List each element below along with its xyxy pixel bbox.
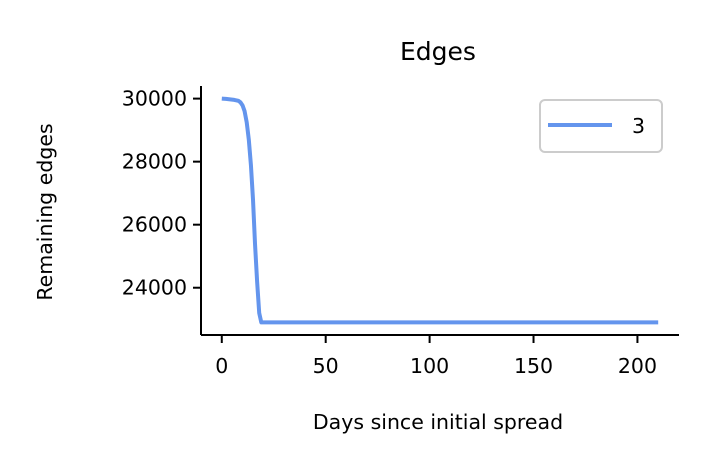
x-tick-label-1: 50 [313,354,339,378]
y-tick-label-2: 28000 [122,150,187,174]
axes [200,86,679,336]
y-tick-label-1: 26000 [122,213,187,237]
legend-label: 3 [632,114,645,138]
series-layer [221,96,659,325]
x-tick-label-0: 0 [215,354,228,378]
series-line-3 [221,96,659,325]
chart-title: Edges [400,37,476,66]
ticks: 0 50 100 150 200 24000 26000 28000 30000 [122,87,657,378]
y-axis-label: Remaining edges [33,123,57,300]
x-tick-label-2: 100 [410,354,449,378]
x-axis-label: Days since initial spread [313,410,563,434]
x-tick-label-3: 150 [514,354,553,378]
y-tick-label-3: 30000 [122,87,187,111]
legend: 3 [539,99,663,153]
x-tick-label-4: 200 [618,354,657,378]
y-tick-label-0: 24000 [122,276,187,300]
